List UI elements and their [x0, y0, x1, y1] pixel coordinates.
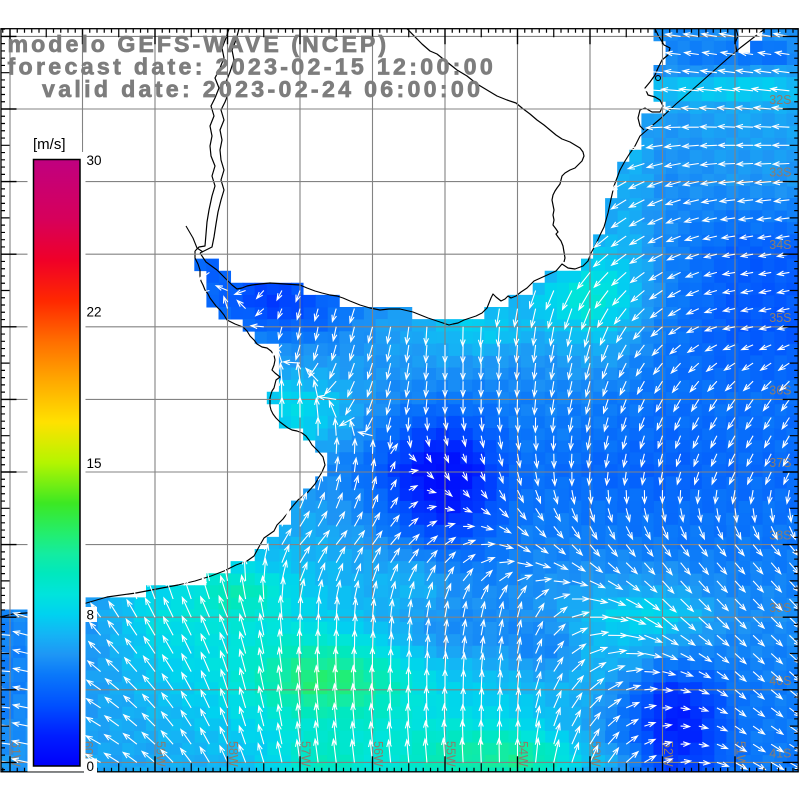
svg-text:41S: 41S: [769, 746, 791, 760]
svg-text:55W: 55W: [444, 741, 458, 767]
svg-text:57W: 57W: [299, 741, 313, 767]
svg-text:modelo GEFS-WAVE (NCEP): modelo GEFS-WAVE (NCEP): [8, 31, 390, 57]
svg-text:32S: 32S: [769, 93, 791, 107]
svg-text:51W: 51W: [734, 741, 748, 767]
svg-text:22: 22: [87, 304, 102, 319]
svg-text:30: 30: [87, 153, 102, 168]
svg-text:33S: 33S: [769, 166, 791, 180]
svg-text:0: 0: [87, 759, 95, 774]
svg-text:53W: 53W: [589, 741, 603, 767]
svg-text:37S: 37S: [769, 456, 791, 470]
svg-text:valid date: 2023-02-24 06:00:0: valid date: 2023-02-24 06:00:00: [42, 76, 483, 102]
svg-text:34S: 34S: [769, 238, 791, 252]
svg-text:52W: 52W: [661, 741, 675, 767]
svg-text:[m/s]: [m/s]: [33, 136, 66, 153]
svg-text:35S: 35S: [769, 311, 791, 325]
svg-text:59W: 59W: [154, 741, 168, 767]
svg-text:54W: 54W: [516, 741, 530, 767]
svg-text:8: 8: [87, 607, 95, 622]
svg-text:38S: 38S: [769, 529, 791, 543]
svg-text:58W: 58W: [226, 741, 240, 767]
svg-text:forecast date: 2023-02-15 12:0: forecast date: 2023-02-15 12:00:00: [8, 54, 497, 80]
svg-text:56W: 56W: [371, 741, 385, 767]
svg-text:15: 15: [87, 456, 102, 471]
